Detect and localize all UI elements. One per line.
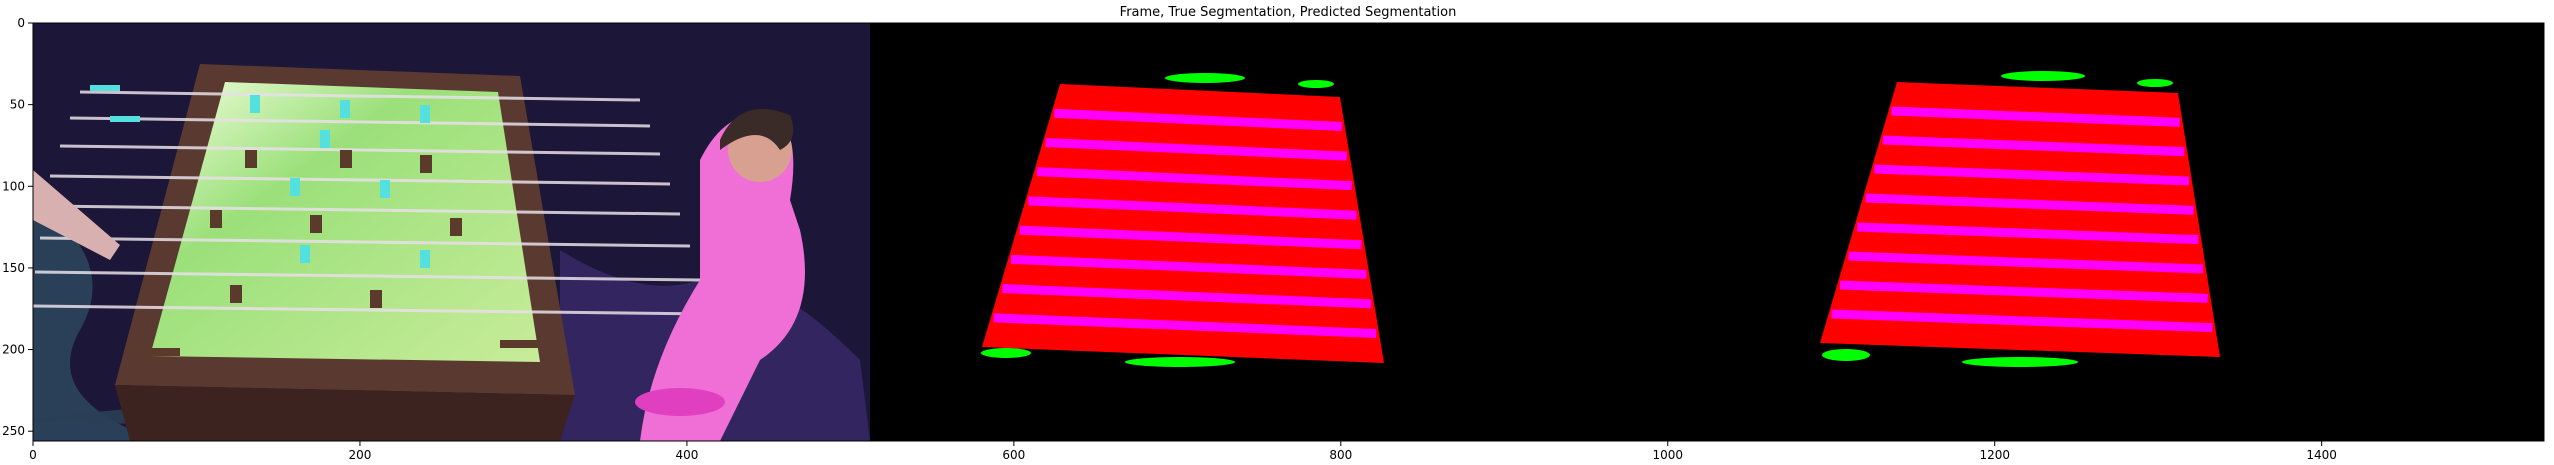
rod-stripe [1010, 254, 1367, 279]
rod-stripe [1848, 251, 2204, 274]
cyan-players [90, 85, 430, 268]
x-tick-label: 800 [1329, 448, 1352, 462]
y-tick-label: 100 [2, 179, 25, 193]
goal-regions [981, 73, 1334, 367]
true-segmentation-mask [981, 73, 1384, 367]
x-tick-label: 1400 [2306, 448, 2337, 462]
rod-stripes [993, 108, 1377, 338]
x-tick-label: 600 [1002, 448, 1025, 462]
rod-stripe [1002, 284, 1372, 309]
goal-regions [1822, 71, 2173, 367]
plot-area [33, 23, 2544, 441]
rug-pattern [33, 200, 160, 441]
x-tick-label: 1000 [1652, 448, 1683, 462]
rod-stripes [1831, 106, 2213, 333]
y-tick-label: 150 [2, 261, 25, 275]
frame-image [33, 23, 870, 441]
x-tick-label: 400 [675, 448, 698, 462]
player-person [640, 115, 805, 441]
y-tick-label: 50 [10, 98, 25, 112]
predicted-segmentation-mask [1820, 71, 2220, 367]
y-tick-label: 0 [17, 16, 25, 30]
left-person-arm [33, 170, 120, 260]
rod-stripe [1028, 196, 1357, 220]
y-axis: 0 50 100 150 200 250 [2, 16, 33, 438]
axes-frame [32, 22, 2545, 442]
rod-stripe [1045, 137, 1347, 161]
rod-stripe [1839, 280, 2208, 303]
y-tick-label: 250 [2, 424, 25, 438]
x-tick-label: 0 [29, 448, 37, 462]
rod-stripe [1891, 106, 2180, 127]
x-axis: 0 200 400 600 800 1000 1200 1400 [29, 441, 2337, 462]
rod-stripe [1019, 225, 1362, 250]
rods [33, 90, 711, 316]
player-hair [720, 108, 794, 150]
y-tick-label: 200 [2, 343, 25, 357]
rod-stripe [993, 313, 1377, 338]
x-tick-label: 200 [349, 448, 372, 462]
rod-stripe [1874, 164, 2190, 186]
rod-stripe [1865, 193, 2194, 215]
rod-stripe [1882, 135, 2185, 157]
rod-stripe [1857, 222, 2199, 245]
brown-players [140, 150, 540, 356]
rod-stripe [1054, 108, 1343, 132]
table-side [115, 385, 575, 441]
player-shoe [635, 388, 725, 416]
rod-stripe [1831, 309, 2213, 333]
x-tick-label: 1200 [1979, 448, 2010, 462]
rod-stripe [1036, 167, 1352, 191]
figure-title: Frame, True Segmentation, Predicted Segm… [1120, 5, 1457, 20]
